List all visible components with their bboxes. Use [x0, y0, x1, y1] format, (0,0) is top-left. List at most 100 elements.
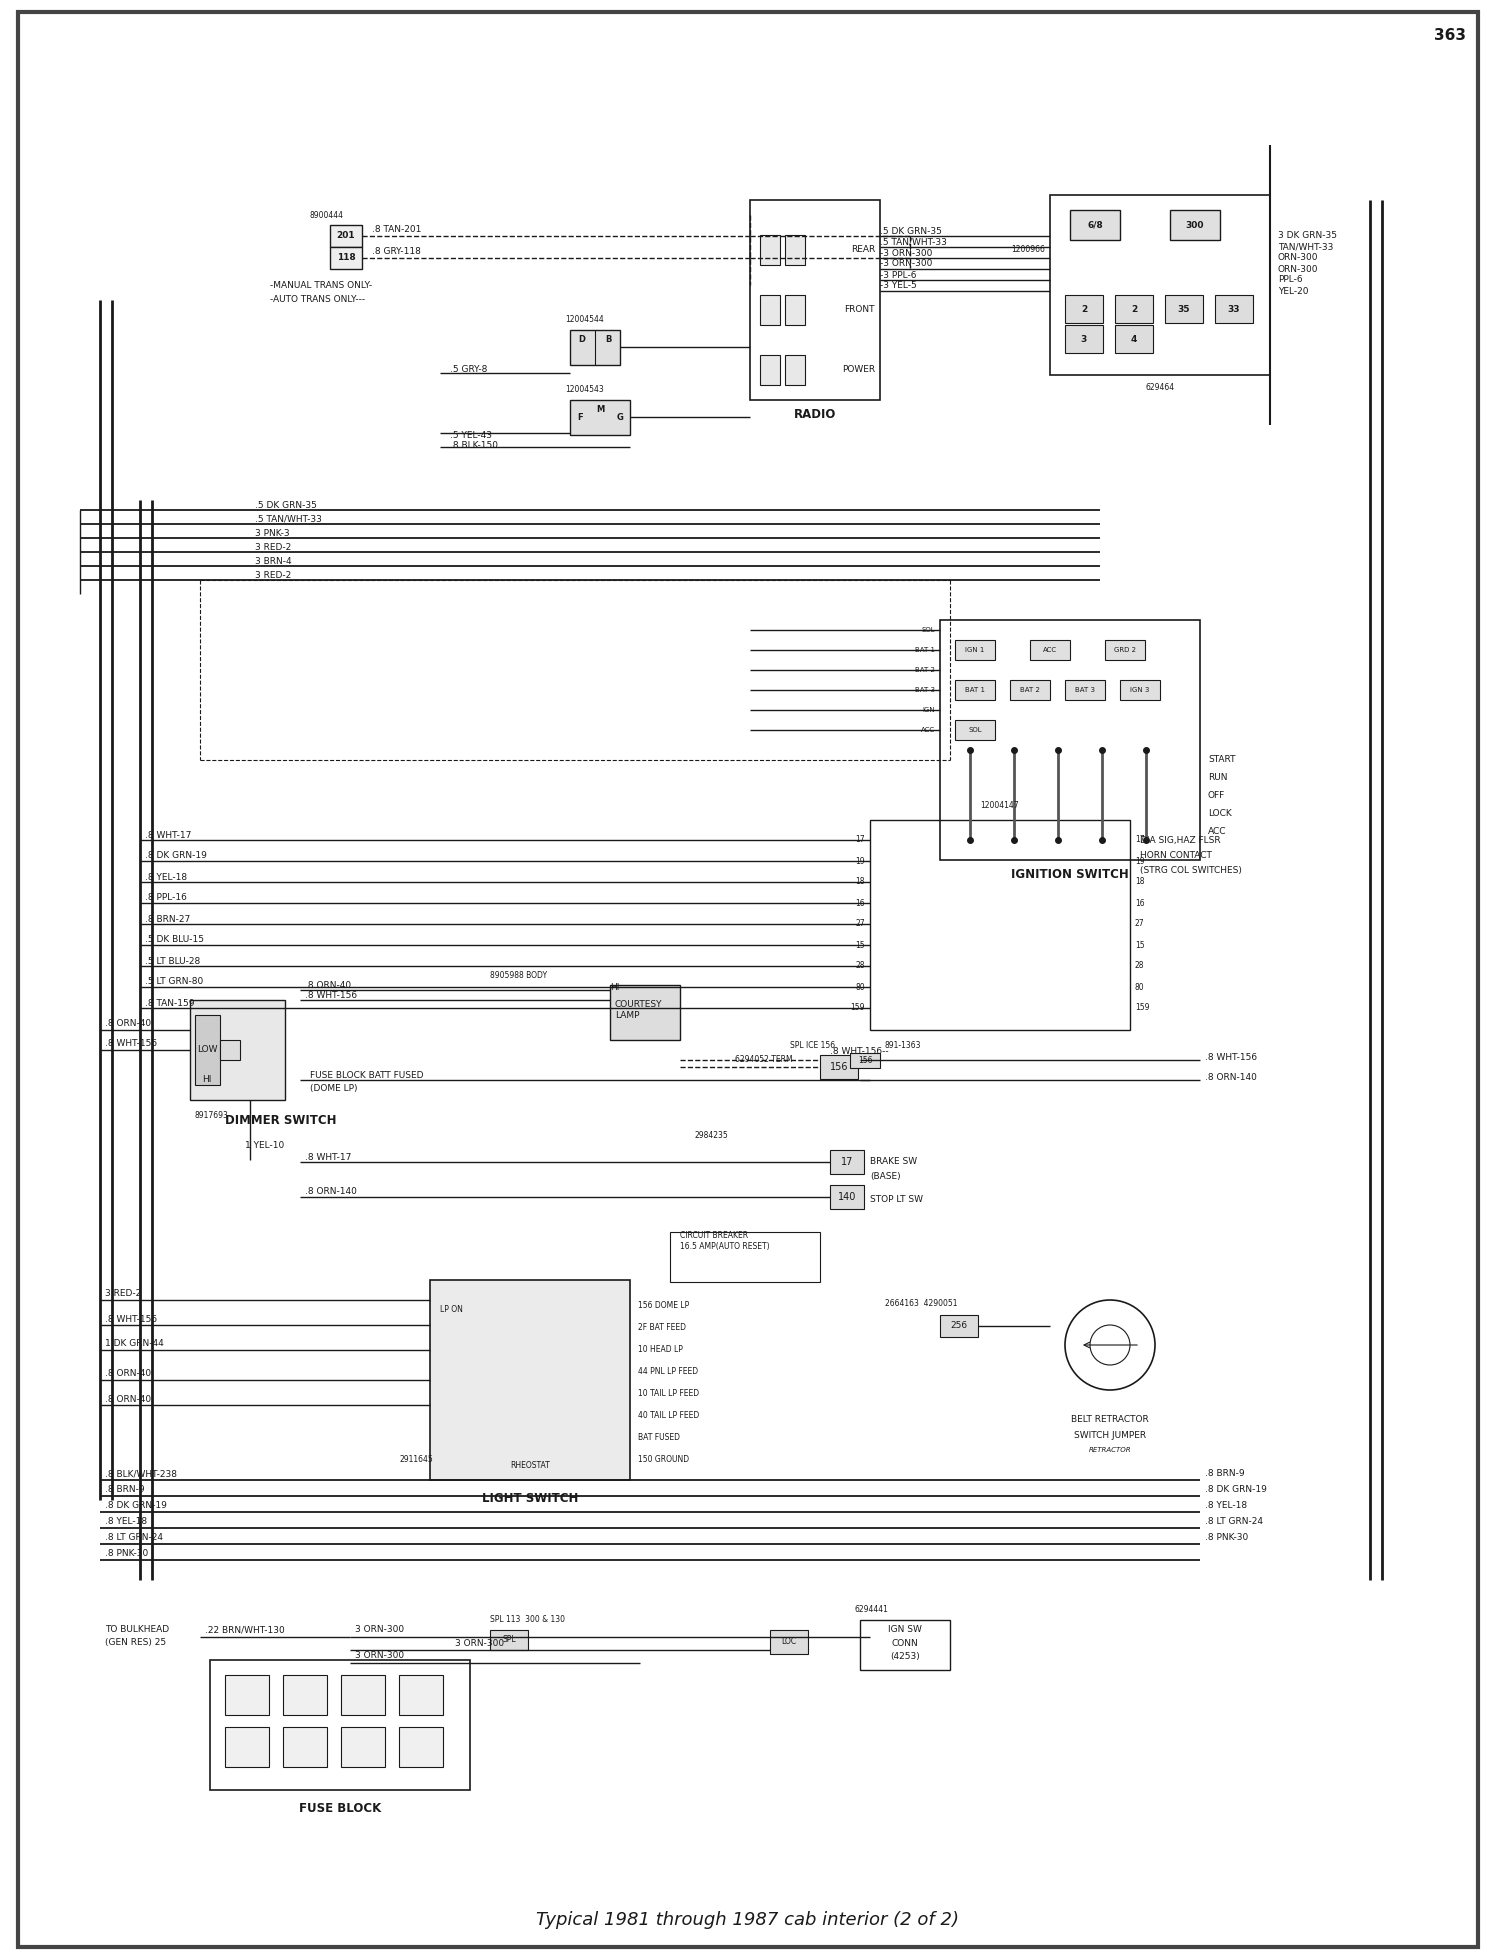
Bar	[283, 1728, 328, 1767]
Text: 156: 156	[857, 1056, 872, 1066]
Text: START: START	[1207, 756, 1236, 764]
Text: BAT 1: BAT 1	[965, 688, 984, 693]
Text: .8 BRN-9: .8 BRN-9	[1204, 1469, 1245, 1479]
Text: 3 BRN-4: 3 BRN-4	[254, 556, 292, 566]
Text: 140: 140	[838, 1191, 856, 1203]
Text: BAT 2: BAT 2	[1020, 688, 1040, 693]
Text: .8 ORN-40: .8 ORN-40	[105, 1395, 151, 1403]
Text: 8900444: 8900444	[310, 210, 344, 219]
Text: SPL ICE 156: SPL ICE 156	[790, 1040, 835, 1050]
Text: FUSE BLOCK BATT FUSED: FUSE BLOCK BATT FUSED	[310, 1070, 423, 1079]
Text: 27: 27	[856, 919, 865, 929]
Text: SOL: SOL	[968, 727, 981, 733]
Text: FRONT: FRONT	[845, 306, 875, 315]
Text: 6294441: 6294441	[856, 1606, 889, 1614]
Text: LP ON: LP ON	[440, 1305, 462, 1314]
Text: POWER: POWER	[842, 366, 875, 374]
Text: .5 TAN/WHT-33: .5 TAN/WHT-33	[880, 237, 947, 247]
Text: 40 TAIL LP FEED: 40 TAIL LP FEED	[637, 1410, 699, 1420]
Text: ACC: ACC	[1043, 646, 1058, 652]
Text: PPL-6: PPL-6	[1278, 276, 1303, 284]
Text: LOCK: LOCK	[1207, 809, 1231, 819]
Text: .8 ORN-40: .8 ORN-40	[105, 1019, 151, 1028]
Text: LOC: LOC	[781, 1638, 796, 1646]
Bar	[1115, 325, 1153, 353]
Text: .8 GRY-118: .8 GRY-118	[373, 247, 420, 257]
Text: (4253): (4253)	[890, 1651, 920, 1661]
Text: RETRACTOR: RETRACTOR	[1089, 1448, 1131, 1454]
Text: CIRCUIT BREAKER: CIRCUIT BREAKER	[681, 1230, 748, 1240]
Text: 3 ORN-300: 3 ORN-300	[355, 1626, 404, 1634]
Text: RADIO: RADIO	[794, 409, 836, 421]
Text: 12004544: 12004544	[565, 315, 604, 325]
Text: 16: 16	[1135, 899, 1144, 907]
Bar	[1050, 196, 1270, 374]
Text: (GEN RES) 25: (GEN RES) 25	[105, 1638, 166, 1648]
Text: .8 LT GRN-24: .8 LT GRN-24	[105, 1534, 163, 1542]
Bar	[331, 225, 362, 247]
Bar	[1065, 325, 1103, 353]
Text: 44 PNL LP FEED: 44 PNL LP FEED	[637, 1367, 699, 1375]
Text: 2F BAT FEED: 2F BAT FEED	[637, 1322, 687, 1332]
Text: BAT 3: BAT 3	[1076, 688, 1095, 693]
Text: .5 GRY-8: .5 GRY-8	[450, 366, 488, 374]
Text: 17: 17	[841, 1158, 853, 1168]
Text: .8 DK GRN-19: .8 DK GRN-19	[105, 1501, 168, 1510]
Text: IGN: IGN	[923, 707, 935, 713]
Text: IGN SW: IGN SW	[889, 1626, 922, 1634]
Text: ORN-300: ORN-300	[1278, 253, 1318, 263]
Bar	[1065, 680, 1106, 699]
Text: BELT RETRACTOR: BELT RETRACTOR	[1071, 1416, 1149, 1424]
Bar	[610, 985, 681, 1040]
Text: RUN: RUN	[1207, 774, 1228, 782]
Text: 10 TAIL LP FEED: 10 TAIL LP FEED	[637, 1389, 699, 1397]
Text: TAN/WHT-33: TAN/WHT-33	[1278, 243, 1333, 251]
Bar	[871, 821, 1129, 1030]
Text: 159: 159	[851, 1003, 865, 1013]
Bar	[850, 1054, 880, 1068]
Bar	[1106, 641, 1144, 660]
Text: .8 WHT-156: .8 WHT-156	[105, 1314, 157, 1324]
Text: DIA SIG,HAZ FLSR: DIA SIG,HAZ FLSR	[1140, 835, 1221, 844]
Text: 201: 201	[337, 231, 356, 241]
Text: 28: 28	[1135, 962, 1144, 970]
Bar	[860, 1620, 950, 1669]
Text: 2664163  4290051: 2664163 4290051	[886, 1299, 957, 1307]
Text: 10 HEAD LP: 10 HEAD LP	[637, 1344, 682, 1354]
Text: SOL: SOL	[922, 627, 935, 633]
Bar	[399, 1675, 443, 1714]
Bar	[939, 619, 1200, 860]
Text: .8 DK GRN-19: .8 DK GRN-19	[145, 852, 206, 860]
Bar	[1170, 210, 1221, 241]
Text: HORN CONTACT: HORN CONTACT	[1140, 850, 1212, 860]
Text: ACC: ACC	[922, 727, 935, 733]
Text: BAT 1: BAT 1	[916, 646, 935, 652]
Text: .22 BRN/WHT-130: .22 BRN/WHT-130	[205, 1626, 284, 1634]
Text: D: D	[579, 335, 585, 345]
Bar	[570, 400, 630, 435]
Text: YEL-20: YEL-20	[1278, 286, 1309, 296]
Text: 891-1363: 891-1363	[886, 1040, 922, 1050]
Text: 16.5 AMP(AUTO RESET): 16.5 AMP(AUTO RESET)	[681, 1242, 769, 1252]
Text: IGN 1: IGN 1	[965, 646, 984, 652]
Text: SPL: SPL	[503, 1636, 516, 1644]
Text: -3 ORN-300: -3 ORN-300	[880, 259, 932, 268]
Text: REAR: REAR	[851, 245, 875, 255]
Text: HI: HI	[610, 983, 619, 993]
Text: 16: 16	[856, 899, 865, 907]
Text: 2: 2	[1131, 304, 1137, 313]
Text: 1 YEL-10: 1 YEL-10	[245, 1140, 284, 1150]
Text: .8 BLK/WHT-238: .8 BLK/WHT-238	[105, 1469, 177, 1479]
Text: BRAKE SW: BRAKE SW	[871, 1158, 917, 1166]
Text: 1 DK GRN-44: 1 DK GRN-44	[105, 1340, 163, 1348]
Text: .8 ORN-40: .8 ORN-40	[105, 1369, 151, 1379]
Text: 156: 156	[830, 1062, 848, 1072]
Text: FUSE BLOCK: FUSE BLOCK	[299, 1802, 381, 1814]
Text: CONN: CONN	[892, 1638, 919, 1648]
Text: .5 LT BLU-28: .5 LT BLU-28	[145, 956, 200, 966]
Text: (STRG COL SWITCHES): (STRG COL SWITCHES)	[1140, 866, 1242, 874]
Text: OFF: OFF	[1207, 791, 1225, 801]
Text: 159: 159	[1135, 1003, 1149, 1013]
Text: 18: 18	[856, 878, 865, 887]
Text: 19: 19	[1135, 856, 1144, 866]
